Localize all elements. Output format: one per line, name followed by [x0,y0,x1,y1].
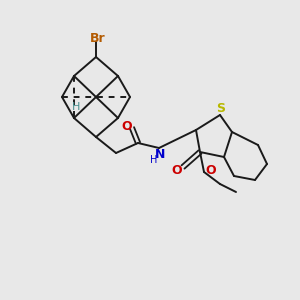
Text: N: N [155,148,165,160]
Text: H: H [150,155,158,165]
Text: Br: Br [90,32,106,44]
Text: O: O [122,119,132,133]
Text: O: O [206,164,216,176]
Text: H: H [72,102,80,112]
Text: O: O [172,164,182,176]
Text: S: S [217,101,226,115]
